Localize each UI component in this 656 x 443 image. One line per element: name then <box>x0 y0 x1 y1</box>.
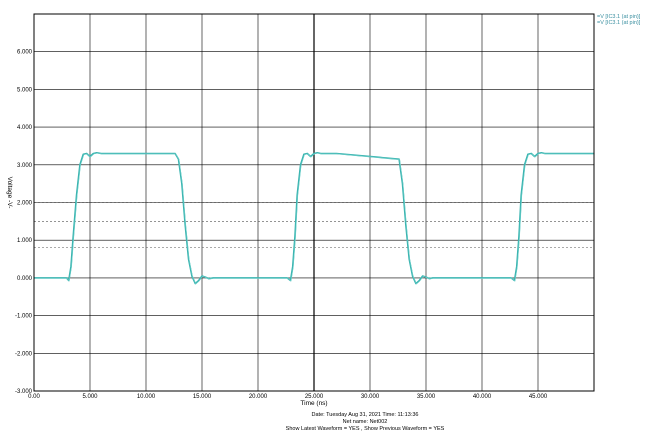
x-tick-label: 35.000 <box>417 394 436 400</box>
plot-frame <box>33 13 595 392</box>
x-tick-label: 15.000 <box>193 394 212 400</box>
y-tick-label: -3.000 <box>15 389 33 395</box>
y-tick-label: -2.000 <box>15 351 33 357</box>
y-tick-label: 6.000 <box>17 50 33 56</box>
x-tick-label: 30.000 <box>361 394 380 400</box>
x-tick-label: 0.00 <box>28 394 40 400</box>
y-axis-label: Voltage -V- <box>6 177 13 209</box>
y-tick-label: -1.000 <box>15 314 33 320</box>
plot-series <box>34 151 595 285</box>
legend-entry-2: =V [IC3.1 (at pin)] <box>597 20 641 26</box>
x-tick-label: 45.000 <box>529 394 548 400</box>
x-tick-label: 25.000 <box>305 394 324 400</box>
footer-net-name: Net name: Net002 <box>342 419 388 425</box>
footer-date: Date: Tuesday Aug 31, 2021 Time: 11:13:3… <box>311 412 419 418</box>
x-tick-label: 40.000 <box>473 394 492 400</box>
waveform-trace-previous <box>34 152 595 285</box>
y-tick-label: 5.000 <box>17 87 33 93</box>
y-tick-label: 1.000 <box>17 238 33 244</box>
y-tick-labels: -3.000 -2.000 -1.000 0.000 1.000 2.000 3.000 4.… <box>15 50 33 395</box>
x-axis-label: Time (ns) <box>300 400 327 407</box>
footer-show-waveform: Show Latest Waveform = YES , Show Previo… <box>285 426 445 432</box>
legend-entry-1: =V [IC3.1 (at pin)] <box>597 14 641 20</box>
y-tick-label: 3.000 <box>17 163 33 169</box>
x-tick-label: 10.000 <box>137 394 156 400</box>
threshold-lines <box>34 202 594 249</box>
x-tick-label: 5.000 <box>82 394 98 400</box>
y-tick-label: 2.000 <box>17 201 33 207</box>
y-tick-label: 4.000 <box>17 125 33 131</box>
y-tick-label: 0.000 <box>17 276 33 282</box>
x-tick-labels: 0.00 5.000 10.000 15.000 20.000 25.000 30.000 3… <box>28 394 548 400</box>
x-tick-label: 20.000 <box>249 394 268 400</box>
